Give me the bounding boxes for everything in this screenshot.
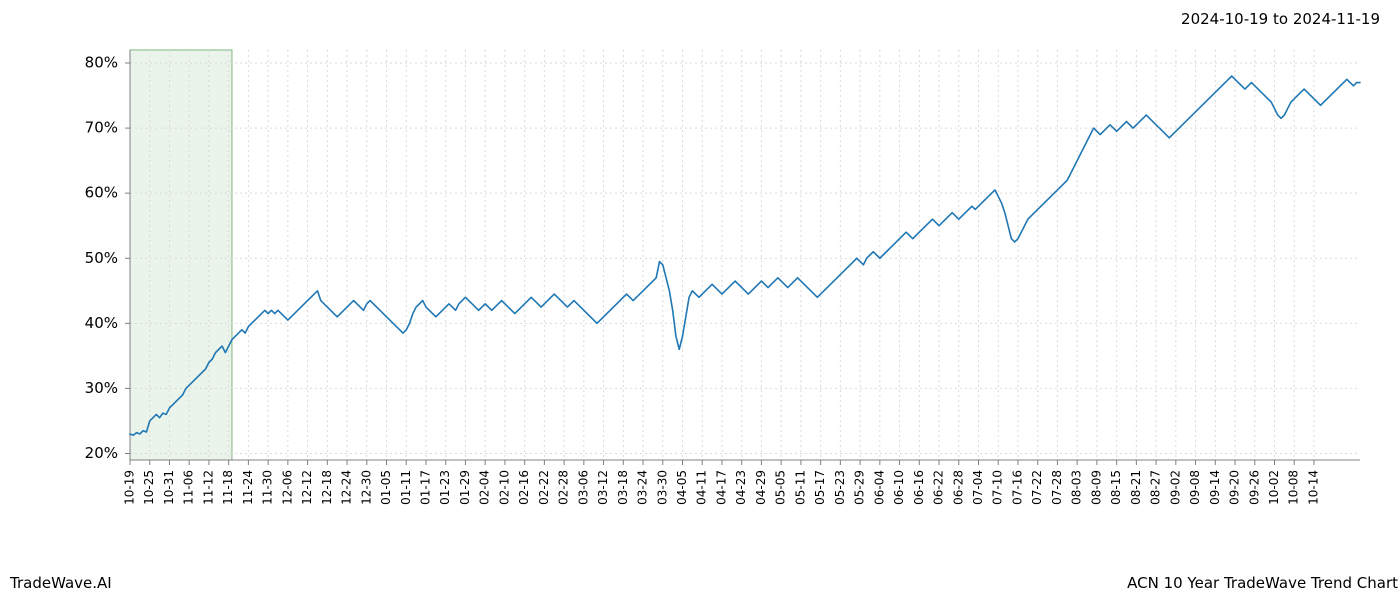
svg-text:03-30: 03-30 [655, 470, 669, 505]
svg-text:10-19: 10-19 [123, 470, 137, 505]
svg-text:02-16: 02-16 [517, 470, 531, 505]
svg-text:11-18: 11-18 [221, 470, 235, 505]
svg-text:02-10: 02-10 [497, 470, 511, 505]
svg-text:08-27: 08-27 [1149, 470, 1163, 505]
svg-text:04-23: 04-23 [734, 470, 748, 505]
svg-text:06-22: 06-22 [932, 470, 946, 505]
svg-text:10-02: 10-02 [1267, 470, 1281, 505]
svg-text:01-05: 01-05 [379, 470, 393, 505]
svg-text:11-30: 11-30 [261, 470, 275, 505]
svg-text:05-11: 05-11 [793, 470, 807, 505]
svg-text:11-06: 11-06 [182, 470, 196, 505]
svg-text:20%: 20% [85, 444, 118, 462]
svg-text:10-31: 10-31 [162, 470, 176, 505]
svg-text:12-06: 12-06 [280, 470, 294, 505]
svg-text:08-09: 08-09 [1089, 470, 1103, 505]
svg-text:60%: 60% [85, 184, 118, 202]
svg-text:50%: 50% [85, 249, 118, 267]
svg-text:06-10: 06-10 [892, 470, 906, 505]
svg-text:08-03: 08-03 [1070, 470, 1084, 505]
svg-text:07-04: 07-04 [971, 470, 985, 505]
svg-text:07-10: 07-10 [991, 470, 1005, 505]
svg-text:12-12: 12-12 [300, 470, 314, 505]
svg-text:70%: 70% [85, 119, 118, 137]
svg-text:09-26: 09-26 [1247, 470, 1261, 505]
svg-text:03-12: 03-12 [596, 470, 610, 505]
svg-text:09-02: 09-02 [1168, 470, 1182, 505]
svg-text:06-04: 06-04 [872, 470, 886, 505]
svg-text:12-24: 12-24 [340, 470, 354, 505]
svg-text:09-20: 09-20 [1228, 470, 1242, 505]
svg-text:06-28: 06-28 [951, 470, 965, 505]
svg-text:05-23: 05-23 [833, 470, 847, 505]
svg-text:04-11: 04-11 [695, 470, 709, 505]
svg-text:01-17: 01-17 [418, 470, 432, 505]
svg-text:02-28: 02-28 [557, 470, 571, 505]
footer-brand: TradeWave.AI [10, 574, 112, 592]
svg-text:02-04: 02-04 [478, 470, 492, 505]
svg-text:08-15: 08-15 [1109, 470, 1123, 505]
svg-text:03-18: 03-18 [616, 470, 630, 505]
svg-text:08-21: 08-21 [1129, 470, 1143, 505]
svg-text:04-05: 04-05 [675, 470, 689, 505]
svg-text:01-11: 01-11 [399, 470, 413, 505]
svg-text:03-06: 03-06 [576, 470, 590, 505]
svg-text:11-24: 11-24 [241, 470, 255, 505]
svg-text:30%: 30% [85, 379, 118, 397]
svg-text:05-17: 05-17 [813, 470, 827, 505]
svg-text:11-12: 11-12 [201, 470, 215, 505]
svg-text:09-14: 09-14 [1208, 470, 1222, 505]
svg-text:09-08: 09-08 [1188, 470, 1202, 505]
svg-text:01-23: 01-23 [438, 470, 452, 505]
svg-text:07-28: 07-28 [1050, 470, 1064, 505]
svg-text:02-22: 02-22 [537, 470, 551, 505]
svg-text:04-17: 04-17 [714, 470, 728, 505]
svg-text:05-29: 05-29 [853, 470, 867, 505]
svg-text:80%: 80% [85, 54, 118, 72]
svg-text:06-16: 06-16 [912, 470, 926, 505]
svg-text:04-29: 04-29 [754, 470, 768, 505]
svg-text:10-25: 10-25 [142, 470, 156, 505]
svg-text:03-24: 03-24 [636, 470, 650, 505]
footer-title: ACN 10 Year TradeWave Trend Chart [1127, 574, 1398, 592]
svg-text:40%: 40% [85, 314, 118, 332]
date-range-label: 2024-10-19 to 2024-11-19 [1181, 10, 1380, 28]
svg-text:12-30: 12-30 [359, 470, 373, 505]
svg-text:10-08: 10-08 [1287, 470, 1301, 505]
line-chart: 20% 30% 40% 50% 60% 70% 80% 10-19 10-25 10-31 11-0… [60, 40, 1380, 540]
svg-text:05-05: 05-05 [774, 470, 788, 505]
svg-text:12-18: 12-18 [320, 470, 334, 505]
svg-text:10-14: 10-14 [1306, 470, 1320, 505]
svg-text:01-29: 01-29 [458, 470, 472, 505]
svg-text:07-16: 07-16 [1010, 470, 1024, 505]
chart-container: 20% 30% 40% 50% 60% 70% 80% 10-19 10-25 10-31 11-0… [60, 40, 1380, 540]
svg-text:07-22: 07-22 [1030, 470, 1044, 505]
